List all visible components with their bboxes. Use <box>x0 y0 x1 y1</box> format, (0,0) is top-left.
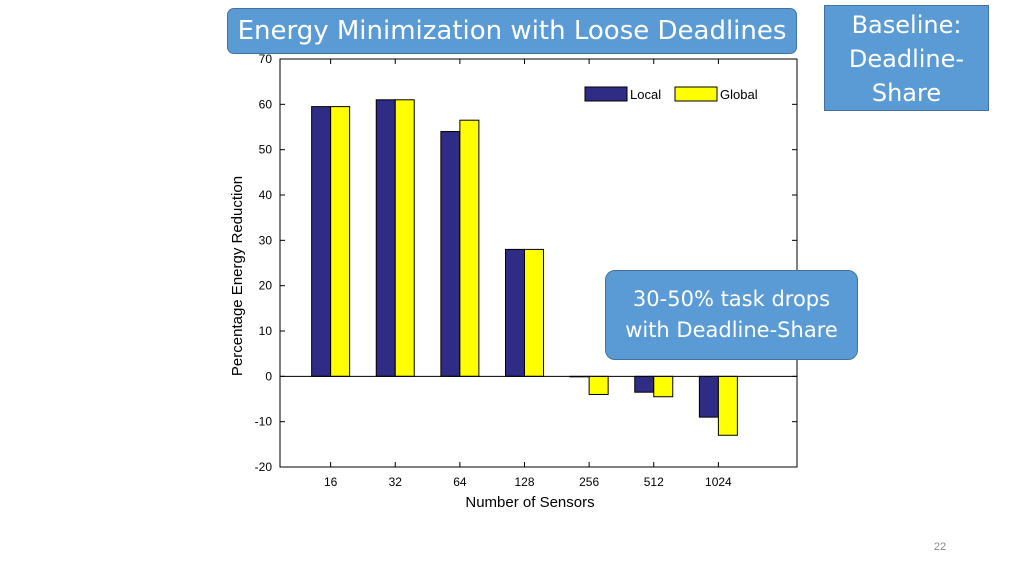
x-tick-label: 128 <box>514 475 534 489</box>
y-tick-label: -10 <box>255 415 273 429</box>
bar-global <box>717 375 738 436</box>
bar-global <box>394 99 415 377</box>
baseline-line: Baseline: <box>851 11 962 39</box>
legend: Local Global <box>584 86 758 102</box>
baseline-line: Share <box>871 79 942 107</box>
legend-local-label: Local <box>630 87 661 102</box>
page-number: 22 <box>933 541 947 553</box>
x-tick-label: 32 <box>389 475 403 489</box>
baseline-callout: Baseline: Deadline- Share <box>824 5 989 111</box>
y-tick-label: 70 <box>259 52 273 66</box>
x-tick-label: 512 <box>644 475 664 489</box>
baseline-line: Deadline- <box>848 45 965 73</box>
x-tick-label: 256 <box>579 475 599 489</box>
bar-local <box>505 248 525 377</box>
bar-local <box>634 375 655 393</box>
y-tick-label: 40 <box>259 188 273 202</box>
x-tick-label: 64 <box>453 475 467 489</box>
note-line: with Deadline-Share <box>625 318 838 342</box>
legend-global-label: Global <box>720 87 758 102</box>
bar-global <box>330 106 351 377</box>
bar-global <box>459 119 480 377</box>
y-tick-label: 30 <box>259 233 273 247</box>
bar-global <box>524 248 544 377</box>
y-tick-label: 10 <box>259 324 273 338</box>
y-axis-title: Percentage Energy Reduction <box>229 176 246 376</box>
task-drop-callout: 30-50% task drops with Deadline-Share <box>605 270 858 360</box>
legend-local-swatch <box>584 86 628 102</box>
bar-local <box>375 99 396 377</box>
x-axis: 16 32 64 128 256 512 1024 <box>324 59 732 489</box>
legend-global-swatch <box>674 86 718 102</box>
bar-local <box>311 106 332 377</box>
y-tick-label: 60 <box>259 97 273 111</box>
y-tick-label: 0 <box>265 369 272 383</box>
x-tick-label: 16 <box>324 475 338 489</box>
x-axis-title: Number of Sensors <box>465 494 594 511</box>
bar-global <box>588 375 609 395</box>
bar-global <box>653 375 674 398</box>
bars-group <box>311 99 738 436</box>
x-tick-label: 1024 <box>705 475 732 489</box>
y-axis: -20 -10 0 10 20 30 40 50 60 70 <box>255 52 797 474</box>
note-line: 30-50% task drops <box>632 287 831 311</box>
y-tick-label: 20 <box>259 279 273 293</box>
y-tick-label: -20 <box>255 460 273 474</box>
bar-local <box>698 375 719 418</box>
slide-title: Energy Minimization with Loose Deadlines <box>227 8 797 54</box>
bar-local <box>440 131 461 377</box>
y-tick-label: 50 <box>259 143 273 157</box>
